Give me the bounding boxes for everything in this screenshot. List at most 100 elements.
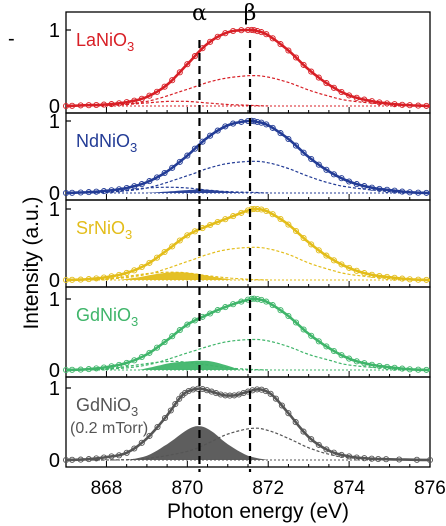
data-point (267, 390, 274, 397)
data-point (292, 227, 300, 235)
data-point (300, 149, 307, 156)
data-point (285, 135, 292, 143)
data-point (184, 61, 191, 68)
data-point (272, 395, 279, 402)
data-point (191, 53, 198, 60)
filled-component (126, 426, 269, 460)
data-point (292, 419, 299, 426)
y-tick-label: 0 (49, 96, 60, 118)
data-point (176, 327, 183, 334)
data-point (184, 152, 191, 159)
data-point (269, 302, 276, 309)
data-point (161, 169, 168, 177)
fit-component-line (65, 186, 269, 194)
data-point (300, 326, 307, 333)
data-point (277, 307, 284, 314)
data-point (161, 248, 168, 256)
data-point (315, 338, 322, 345)
x-tick-label: 868 (91, 478, 123, 499)
data-point (285, 221, 292, 228)
data-point (300, 234, 307, 242)
filled-component (118, 272, 236, 280)
y-tick-label: 0 (49, 450, 60, 472)
x-tick-label: 870 (171, 478, 203, 499)
panel-2: 0 1 NdNiO3 (49, 111, 431, 205)
data-point (300, 428, 307, 435)
data-point (169, 77, 176, 84)
fit-total-line (66, 387, 431, 462)
panels: 01 LaNiO301NdNiO301SrNiO301GdNiO301GdNiO3… (49, 11, 434, 472)
data-point (277, 215, 284, 223)
sample-label: SrNiO3 (76, 218, 132, 242)
data-point (146, 259, 153, 266)
x-axis-title: Photon energy (eV) (167, 500, 349, 523)
x-tick-label: 876 (414, 478, 446, 499)
data-point (315, 247, 322, 254)
data-point (315, 441, 322, 448)
fit-component-line (66, 75, 431, 107)
data-point (207, 132, 214, 139)
sample-label: GdNiO3 (76, 305, 138, 329)
data-point (285, 312, 292, 320)
fit-component-line (66, 427, 431, 461)
fit-component-line (66, 338, 431, 371)
data-point (154, 423, 161, 431)
data-point (214, 127, 221, 134)
data-point (161, 83, 168, 90)
data-point (308, 332, 315, 339)
fit-total-line (65, 28, 431, 108)
data-point (146, 432, 153, 439)
data-point (308, 155, 315, 163)
data-point (169, 243, 176, 250)
x-axis: 868 870 872 874 876 (91, 478, 446, 499)
data-point (172, 400, 179, 408)
data-point (315, 161, 322, 168)
beta-marker-label: β (244, 1, 257, 26)
y-tick-label: 1 (49, 378, 60, 400)
data-point (161, 339, 168, 346)
data-point (207, 38, 214, 45)
data-point (300, 61, 307, 68)
data-point (323, 166, 330, 173)
data-point (315, 74, 322, 81)
data-point (199, 138, 206, 145)
data-point (153, 254, 161, 261)
sample-label: GdNiO3 (76, 395, 138, 419)
sample-sublabel: (0.2 mTorr) (70, 420, 148, 437)
data-point (138, 439, 145, 446)
y-tick-label: 0 (49, 183, 60, 205)
data-point (269, 35, 276, 42)
panel-4: 0 1 GdNiO3 (49, 286, 431, 382)
data-point (323, 252, 330, 259)
data-point (285, 47, 292, 54)
data-point (184, 321, 191, 328)
data-point (191, 145, 198, 152)
fit-total-line (65, 119, 430, 195)
data-point (292, 319, 300, 326)
data-point (182, 389, 189, 396)
energy-markers: α β (192, 1, 256, 472)
data-point (278, 402, 285, 409)
panel-3: 0 1 SrNiO3 (49, 199, 431, 292)
data-point (169, 164, 176, 171)
fit-total-line (66, 207, 430, 282)
data-point (167, 407, 174, 414)
y-tick-label: 1 (49, 111, 60, 133)
x-tick-label: 874 (333, 478, 365, 499)
data-point (146, 349, 153, 356)
data-point (269, 124, 276, 131)
data-point (161, 414, 169, 422)
data-point (277, 41, 284, 48)
data-point (176, 395, 183, 402)
x-tick-label: 872 (252, 478, 284, 499)
data-point (169, 333, 176, 340)
fit-component-line (66, 160, 431, 194)
data-point (308, 68, 315, 75)
sample-label: NdNiO3 (76, 131, 137, 155)
fit-component-line (66, 246, 431, 281)
data-point (176, 69, 183, 76)
data-point (176, 237, 183, 244)
side-mark: - (8, 28, 15, 50)
data-point (323, 80, 330, 87)
